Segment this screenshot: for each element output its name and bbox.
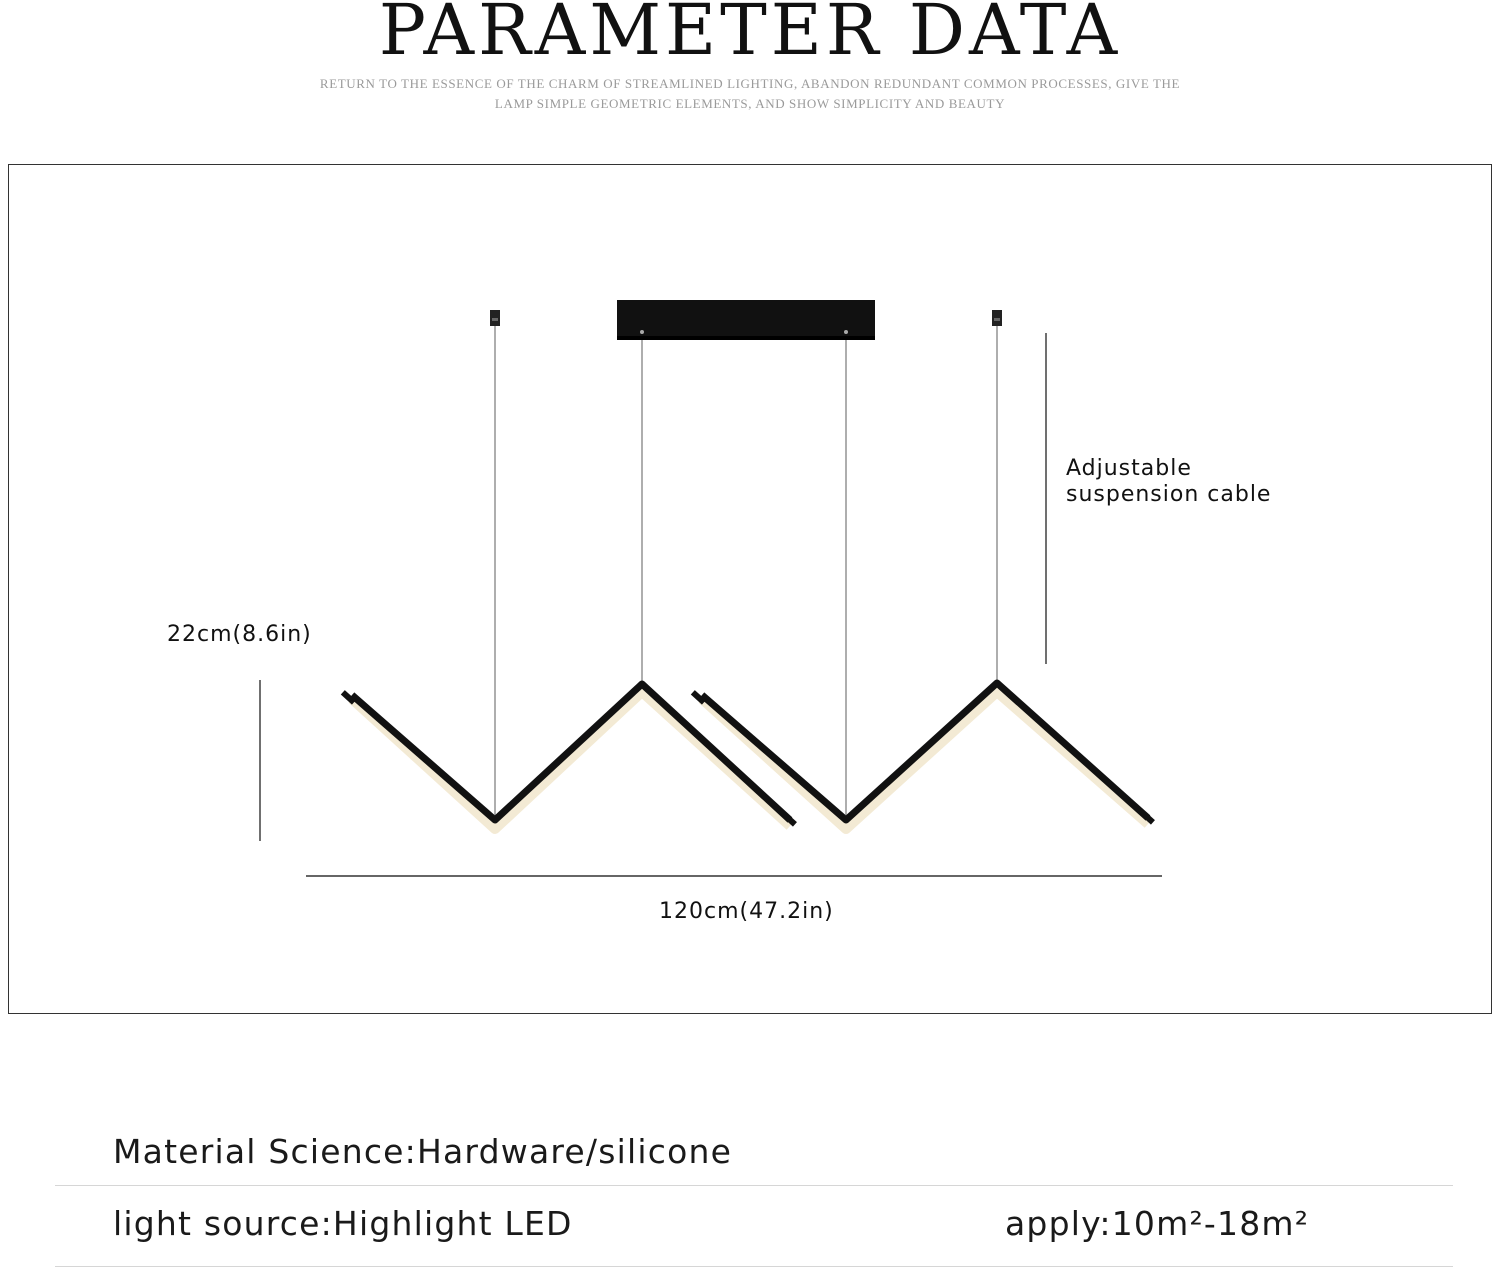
- spec-apply-area: apply:10m²-18m²: [1005, 1204, 1310, 1243]
- ceiling-anchor-right: [992, 310, 1002, 326]
- canopy-shadow: [617, 336, 875, 340]
- cable-label-line-2: suspension cable: [1066, 482, 1272, 507]
- spec-material: Material Science:Hardware/silicone: [113, 1132, 733, 1171]
- lamp-segment-right: [699, 679, 1151, 824]
- lamp-segment-left: [349, 680, 793, 824]
- diagram-frame: [8, 164, 1492, 1014]
- cable-label-line-1: Adjustable: [1066, 456, 1192, 481]
- page-subtitle: RETURN TO THE ESSENCE OF THE CHARM OF ST…: [220, 74, 1280, 114]
- height-label: 22cm(8.6in): [167, 622, 312, 647]
- cable-label: Adjustable suspension cable: [1066, 456, 1271, 508]
- spec-light-source: light source:Highlight LED: [113, 1204, 573, 1243]
- subtitle-line-1: RETURN TO THE ESSENCE OF THE CHARM OF ST…: [319, 76, 1181, 91]
- page-title: PARAMETER DATA: [378, 0, 1122, 71]
- divider: [55, 1185, 1453, 1186]
- lamp-body: [348, 679, 1152, 834]
- divider: [55, 1266, 1453, 1267]
- width-label: 120cm(47.2in): [659, 899, 834, 924]
- subtitle-line-2: LAMP SIMPLE GEOMETRIC ELEMENTS, AND SHOW…: [494, 96, 1006, 111]
- ceiling-canopy: [617, 300, 875, 340]
- suspension-cables: [494, 326, 998, 815]
- ceiling-anchor-left: [490, 310, 500, 326]
